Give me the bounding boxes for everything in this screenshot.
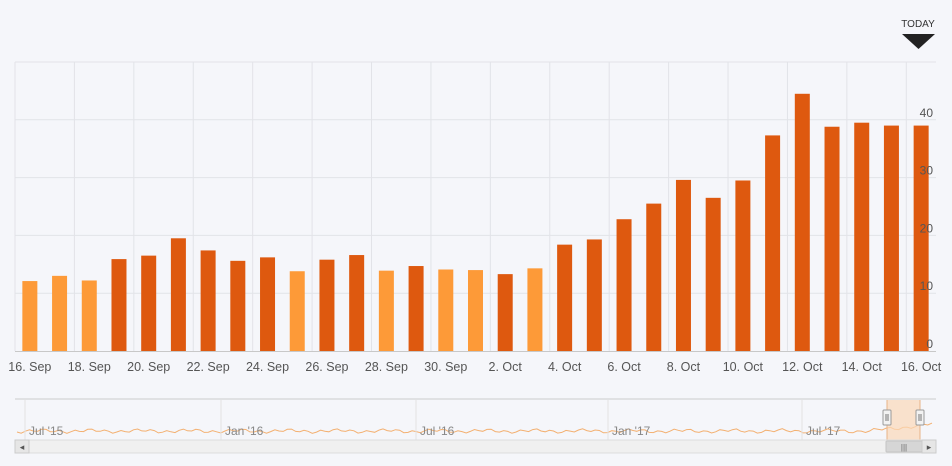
x-tick-label: 12. Oct: [782, 360, 823, 374]
bar[interactable]: [200, 250, 216, 351]
y-tick-label: 20: [920, 221, 934, 235]
bar[interactable]: [854, 122, 870, 351]
bar[interactable]: [675, 179, 691, 351]
bar[interactable]: [468, 270, 483, 351]
bar[interactable]: [527, 268, 543, 351]
scrollbar-left-button[interactable]: [14, 439, 30, 454]
x-tick-label: 26. Sep: [305, 360, 348, 374]
bar[interactable]: [260, 257, 276, 351]
bar[interactable]: [81, 280, 97, 351]
today-label: TODAY: [901, 19, 935, 30]
bar[interactable]: [586, 239, 602, 351]
bar[interactable]: [735, 180, 751, 351]
x-tick-label: 8. Oct: [667, 360, 701, 374]
y-tick-label: 10: [920, 279, 934, 293]
bar[interactable]: [616, 219, 632, 351]
x-tick-label: 6. Oct: [607, 360, 641, 374]
y-axis: 0 10 20 30 40: [920, 106, 934, 351]
navigator-date-label: Jul '16: [420, 424, 455, 438]
scroll-left-arrow-icon: ◂: [20, 442, 25, 452]
bar[interactable]: [230, 260, 246, 351]
bar[interactable]: [705, 197, 721, 351]
x-tick-label: 20. Sep: [127, 360, 170, 374]
scrollbar-grip-icon: |||: [901, 443, 907, 452]
bar[interactable]: [913, 125, 929, 351]
x-tick-label: 30. Sep: [424, 360, 467, 374]
x-tick-label: 16. Oct: [901, 360, 942, 374]
x-tick-label: 24. Sep: [246, 360, 289, 374]
bar[interactable]: [646, 203, 662, 351]
bar[interactable]: [497, 274, 513, 351]
scrollbar-right-button[interactable]: [921, 439, 937, 454]
bar[interactable]: [141, 255, 157, 351]
bar[interactable]: [22, 281, 38, 351]
bar[interactable]: [765, 135, 781, 351]
x-tick-label: 18. Sep: [68, 360, 111, 374]
x-tick-label: 10. Oct: [723, 360, 764, 374]
x-tick-label: 22. Sep: [187, 360, 230, 374]
bar[interactable]: [557, 244, 573, 351]
navigator-selected-range[interactable]: [887, 400, 920, 440]
bar[interactable]: [289, 271, 305, 351]
navigator-date-label: Jan '16: [225, 424, 264, 438]
bar[interactable]: [824, 126, 840, 352]
x-axis: 16. Sep 18. Sep 20. Sep 22. Sep 24. Sep 26. S…: [8, 360, 942, 374]
bar-series: [22, 93, 929, 352]
bar[interactable]: [408, 266, 424, 351]
bar[interactable]: [349, 255, 365, 351]
x-tick-label: 16. Sep: [8, 360, 51, 374]
x-tick-label: 14. Oct: [842, 360, 883, 374]
navigator-date-label: Jul '17: [806, 424, 841, 438]
y-tick-label: 0: [926, 337, 933, 351]
scroll-right-arrow-icon: ▸: [927, 442, 932, 452]
navigator-series-line: [16, 422, 933, 434]
navigator[interactable]: Jul '15 Jan '16 Jul '16 Jan '17 Jul '17: [15, 398, 936, 440]
navigator-date-label: Jan '17: [612, 424, 651, 438]
y-tick-label: 40: [920, 106, 934, 120]
navigator-date-label: Jul '15: [29, 424, 64, 438]
bar[interactable]: [438, 269, 454, 351]
x-tick-label: 4. Oct: [548, 360, 582, 374]
bar[interactable]: [378, 270, 394, 351]
scrollbar-track[interactable]: [14, 439, 937, 454]
scrollbar[interactable]: ◂ ||| ▸: [14, 439, 937, 454]
today-triangle-icon: [902, 34, 935, 49]
x-tick-label: 2. Oct: [489, 360, 523, 374]
bar[interactable]: [170, 238, 186, 351]
bar[interactable]: [883, 125, 899, 351]
bar[interactable]: [319, 259, 335, 351]
navigator-handle-left[interactable]: [882, 409, 892, 426]
bar[interactable]: [52, 275, 68, 351]
x-tick-label: 28. Sep: [365, 360, 408, 374]
navigator-handle-right[interactable]: [915, 409, 925, 426]
y-tick-label: 30: [920, 164, 934, 178]
today-marker: TODAY: [901, 19, 935, 49]
bar[interactable]: [794, 93, 810, 351]
bar[interactable]: [111, 259, 127, 351]
